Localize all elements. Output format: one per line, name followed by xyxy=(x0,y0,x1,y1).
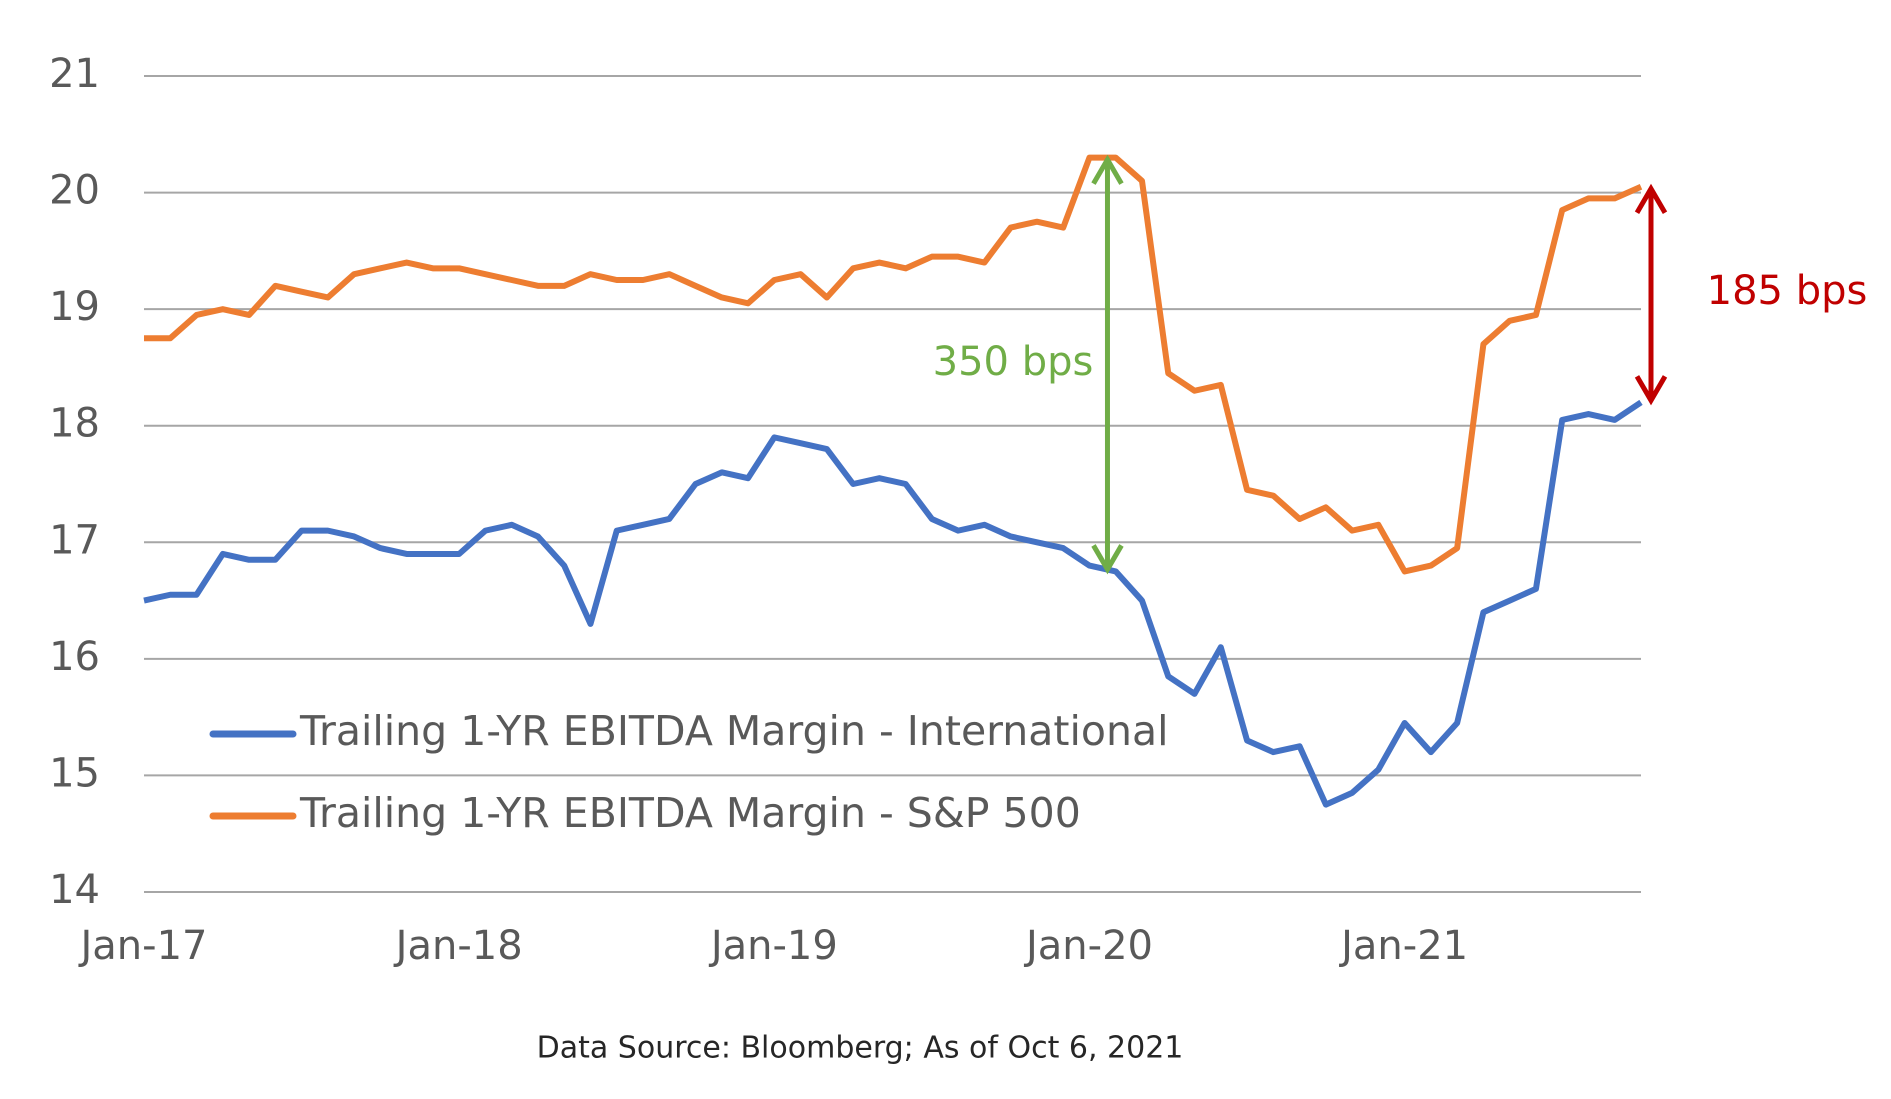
annotation-label: 185 bps xyxy=(1707,268,1868,314)
legend-label: Trailing 1-YR EBITDA Margin - Internatio… xyxy=(299,707,1168,755)
x-tick-label: Jan-21 xyxy=(1338,923,1468,969)
legend-label: Trailing 1-YR EBITDA Margin - S&P 500 xyxy=(299,789,1081,837)
series-line xyxy=(144,154,1643,575)
y-tick-label: 19 xyxy=(49,284,100,330)
y-tick-label: 21 xyxy=(49,51,100,97)
annotation-label: 350 bps xyxy=(933,339,1094,385)
x-tick-label: Jan-18 xyxy=(393,923,523,969)
y-tick-label: 17 xyxy=(49,517,100,563)
x-tick-label: Jan-20 xyxy=(1023,923,1153,969)
source-note: Data Source: Bloomberg; As of Oct 6, 202… xyxy=(537,1031,1184,1066)
series-line xyxy=(143,399,1643,808)
arrow-head xyxy=(1091,544,1124,575)
arrow-head xyxy=(1091,154,1124,185)
x-tick-label: Jan-19 xyxy=(708,923,838,969)
x-tick-label: Jan-17 xyxy=(78,923,208,969)
y-tick-label: 16 xyxy=(49,634,100,680)
arrow-head xyxy=(1634,375,1668,406)
y-tick-label: 15 xyxy=(49,750,100,796)
arrow-head xyxy=(1634,183,1668,215)
y-tick-label: 20 xyxy=(49,168,100,214)
y-tick-label: 18 xyxy=(49,401,100,447)
y-tick-label: 14 xyxy=(49,867,100,913)
